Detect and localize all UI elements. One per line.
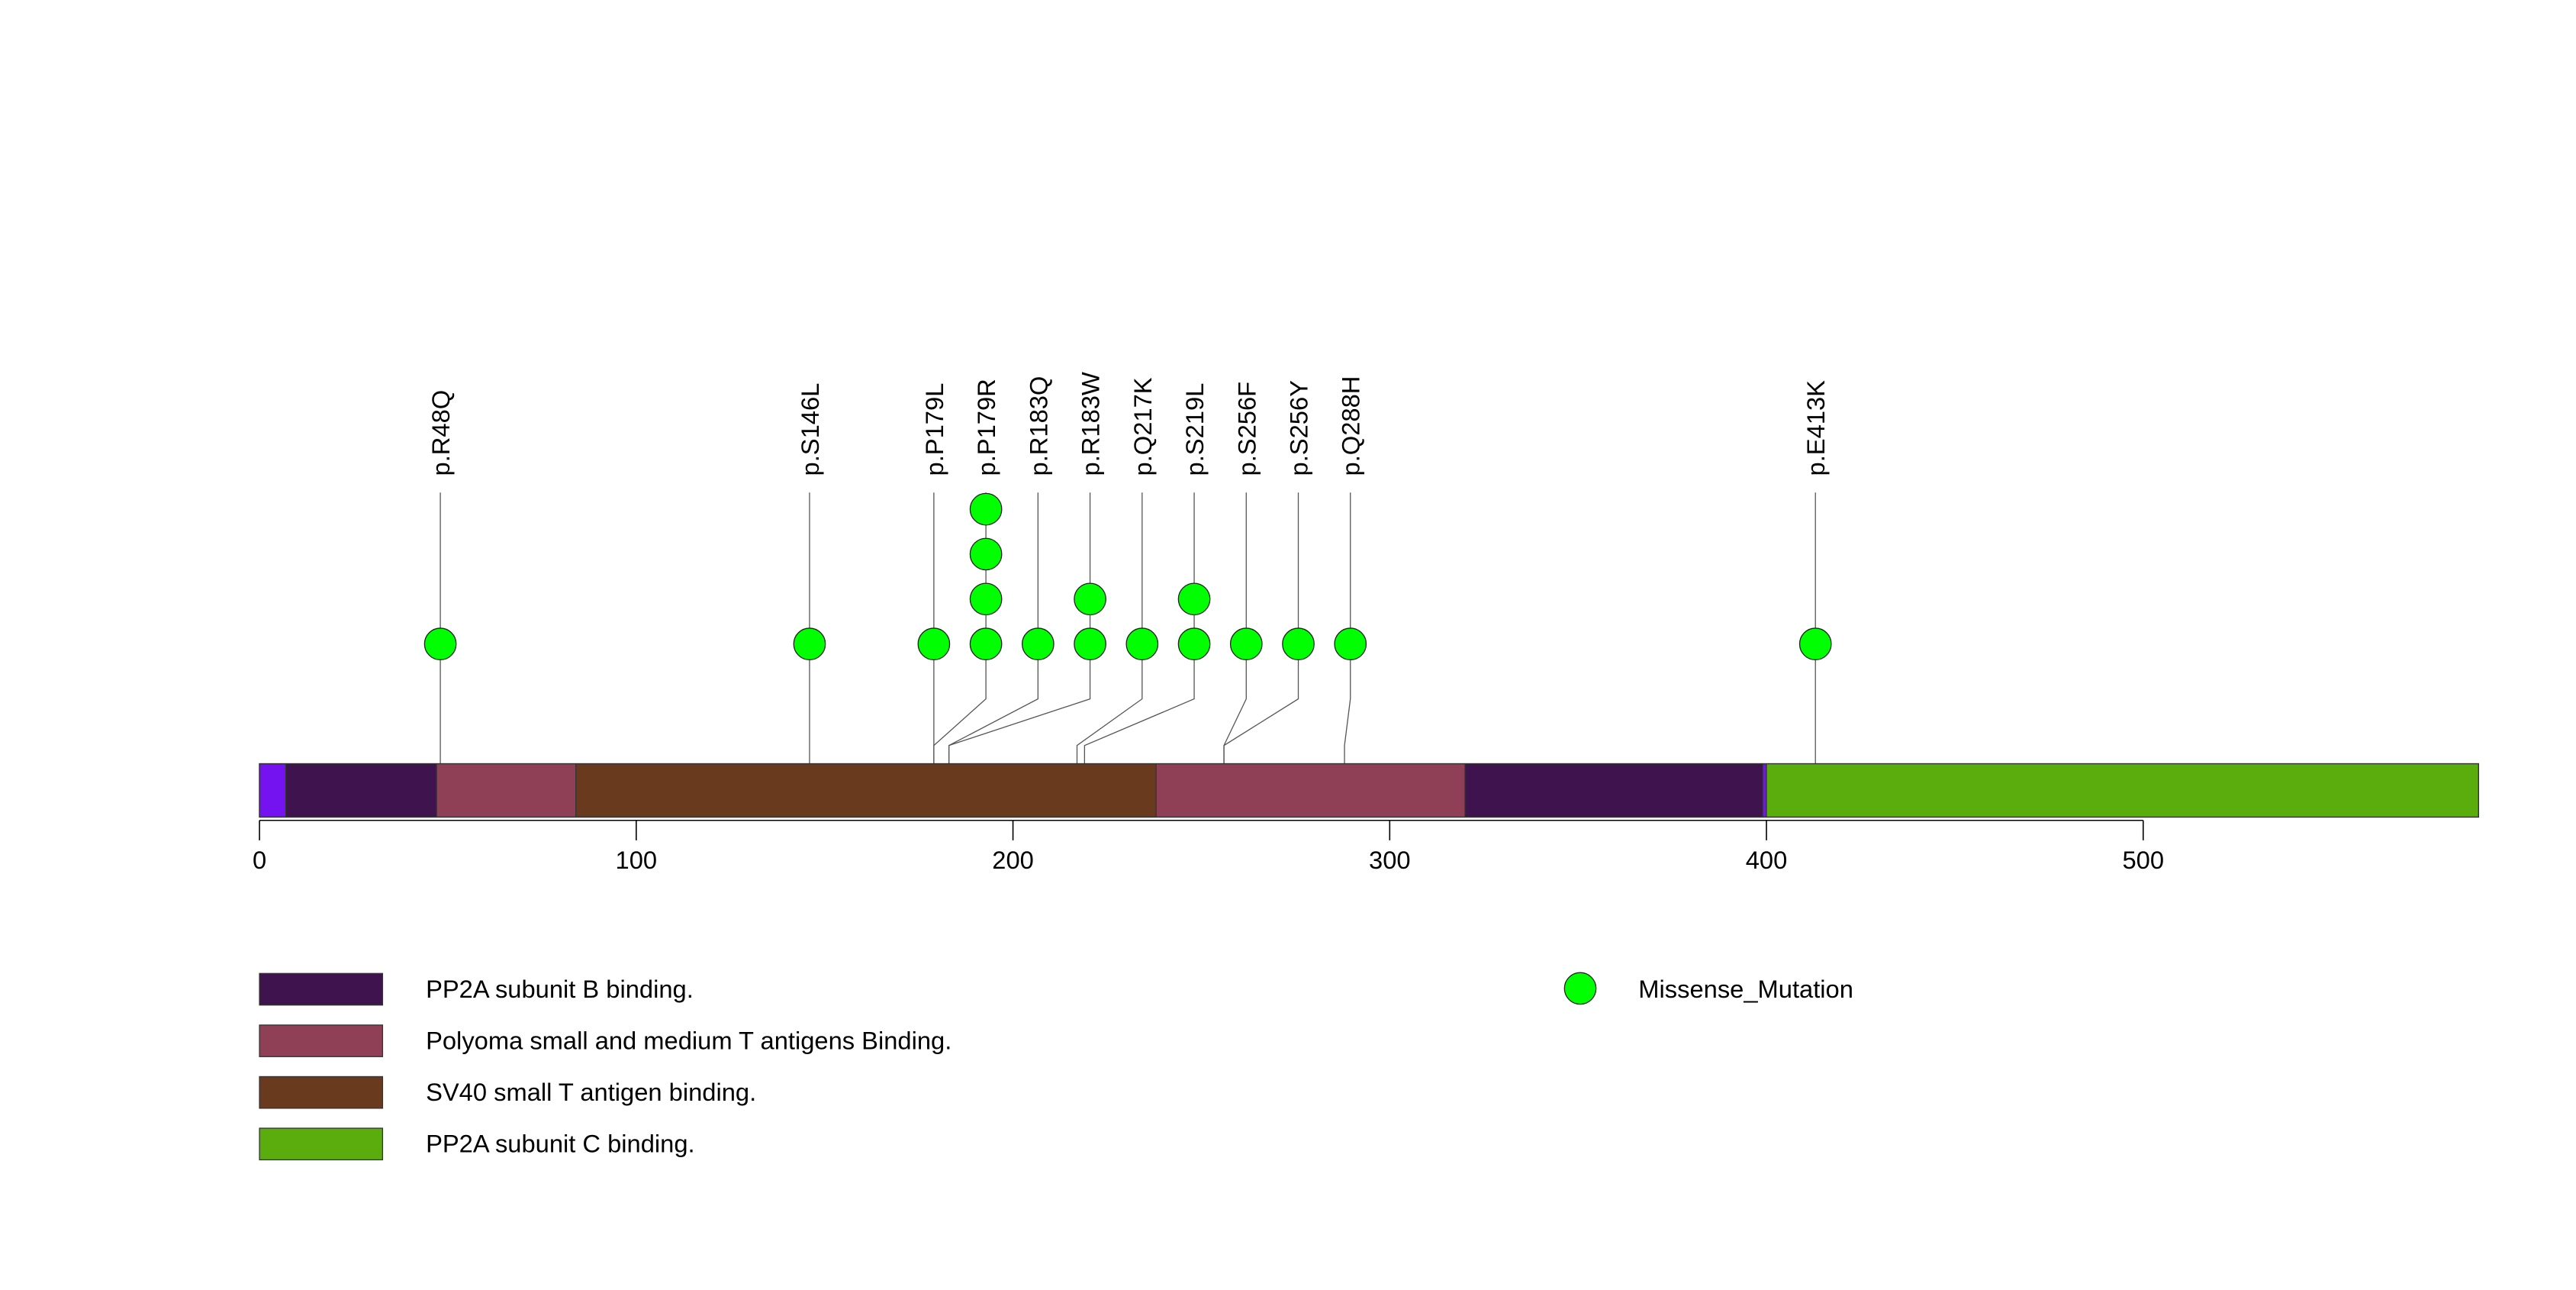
axis-tick-label: 500	[2122, 846, 2164, 874]
mutation-label: p.P179L	[920, 383, 948, 476]
x-axis: 0 100 200 300 400 500	[253, 819, 2164, 874]
missense-mutation-point	[969, 582, 1003, 616]
missense-mutation-point	[969, 627, 1003, 661]
domain-region	[285, 763, 437, 818]
protein-backbone	[259, 763, 2480, 818]
missense-mutation-point	[1074, 627, 1106, 661]
axis-tick-label: 100	[616, 846, 658, 874]
missense-mutation-point	[969, 492, 1003, 526]
axis-tick-label: 0	[253, 846, 266, 874]
legend-label: PP2A subunit C binding.	[426, 1130, 695, 1158]
mutation-lollipops	[423, 492, 1832, 661]
axis-tick-label: 300	[1369, 846, 1411, 874]
domain-region	[575, 763, 1157, 818]
mutation-label: p.S256F	[1232, 382, 1261, 476]
legend: PP2A subunit B binding. Polyoma small and…	[259, 972, 1853, 1161]
domain-region	[1766, 763, 2479, 818]
domain-region	[1464, 763, 1763, 818]
legend-label: Missense_Mutation	[1638, 975, 1853, 1003]
missense-mutation-point	[1229, 627, 1263, 661]
legend-swatch	[259, 1024, 384, 1057]
missense-mutation-point	[423, 627, 457, 661]
legend-label: PP2A subunit B binding.	[426, 975, 694, 1003]
missense-mutation-point	[917, 627, 951, 661]
legend-label: SV40 small T antigen binding.	[426, 1078, 756, 1106]
missense-mutation-point	[1177, 582, 1211, 616]
missense-mutation-point	[1798, 627, 1832, 661]
axis-tick-label: 400	[1746, 846, 1788, 874]
mutation-label: p.R183W	[1077, 372, 1105, 476]
mutation-label: p.R48Q	[427, 390, 455, 476]
domain-region	[1762, 763, 1767, 818]
missense-mutation-point	[1021, 627, 1055, 661]
mutation-labels: p.R48Q p.S146L p.P179L p.P179R p.R183Q p.R183…	[427, 372, 1830, 476]
mutation-stems	[440, 492, 1816, 644]
missense-mutation-point	[969, 537, 1003, 571]
domain-region	[436, 763, 577, 818]
legend-swatch	[259, 972, 384, 1006]
mutation-label: p.S256Y	[1285, 380, 1313, 476]
mutation-label: p.Q217K	[1129, 377, 1157, 476]
mutation-label: p.E413K	[1802, 380, 1830, 476]
legend-swatch	[259, 1076, 384, 1109]
mutation-label: p.S219L	[1180, 383, 1209, 476]
mutation-label: p.S146L	[796, 383, 824, 476]
mutation-label: p.P179R	[972, 379, 1000, 476]
domain-region	[1155, 763, 1466, 818]
missense-mutation-point	[1074, 582, 1106, 616]
missense-mutation-point	[1125, 627, 1159, 661]
legend-label: Polyoma small and medium T antigens Bind…	[426, 1026, 952, 1054]
missense-mutation-point	[1334, 627, 1367, 661]
legend-mutation-point	[1563, 972, 1597, 1005]
missense-mutation-point	[1282, 627, 1315, 661]
missense-mutation-point	[793, 627, 826, 661]
missense-mutation-point	[1177, 627, 1211, 661]
domain-region	[259, 763, 287, 818]
mutation-label: p.R183Q	[1024, 376, 1052, 476]
mutation-label: p.Q288H	[1337, 376, 1365, 476]
legend-swatch	[259, 1127, 384, 1161]
axis-tick-label: 200	[992, 846, 1034, 874]
